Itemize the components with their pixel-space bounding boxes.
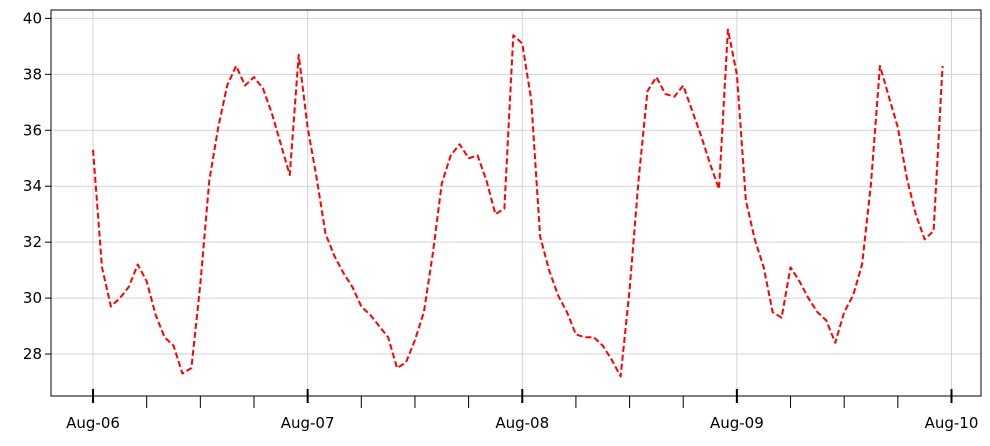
axes: 28 30 32 34 36 38 40 Aug-06 Aug-07 Aug-08 Aug-09 Au… — [23, 9, 978, 432]
y-tick-label: 38 — [23, 65, 42, 83]
x-tick-label: Aug-08 — [495, 414, 549, 432]
x-tick-label: Aug-07 — [281, 414, 335, 432]
y-tick-label: 40 — [23, 9, 42, 27]
y-tick-label: 30 — [23, 289, 42, 307]
y-tick-label: 28 — [23, 345, 42, 363]
y-tick-label: 32 — [23, 233, 42, 251]
temperature-series-line — [92, 28, 944, 378]
x-tick-label: Aug-06 — [66, 414, 120, 432]
x-tick-label: Aug-10 — [925, 414, 979, 432]
grid — [51, 10, 981, 396]
plot-frame — [50, 9, 982, 397]
y-tick-label: 36 — [23, 121, 42, 139]
y-tick-label: 34 — [23, 177, 42, 195]
series-layer — [92, 28, 944, 378]
x-tick-label: Aug-09 — [710, 414, 764, 432]
